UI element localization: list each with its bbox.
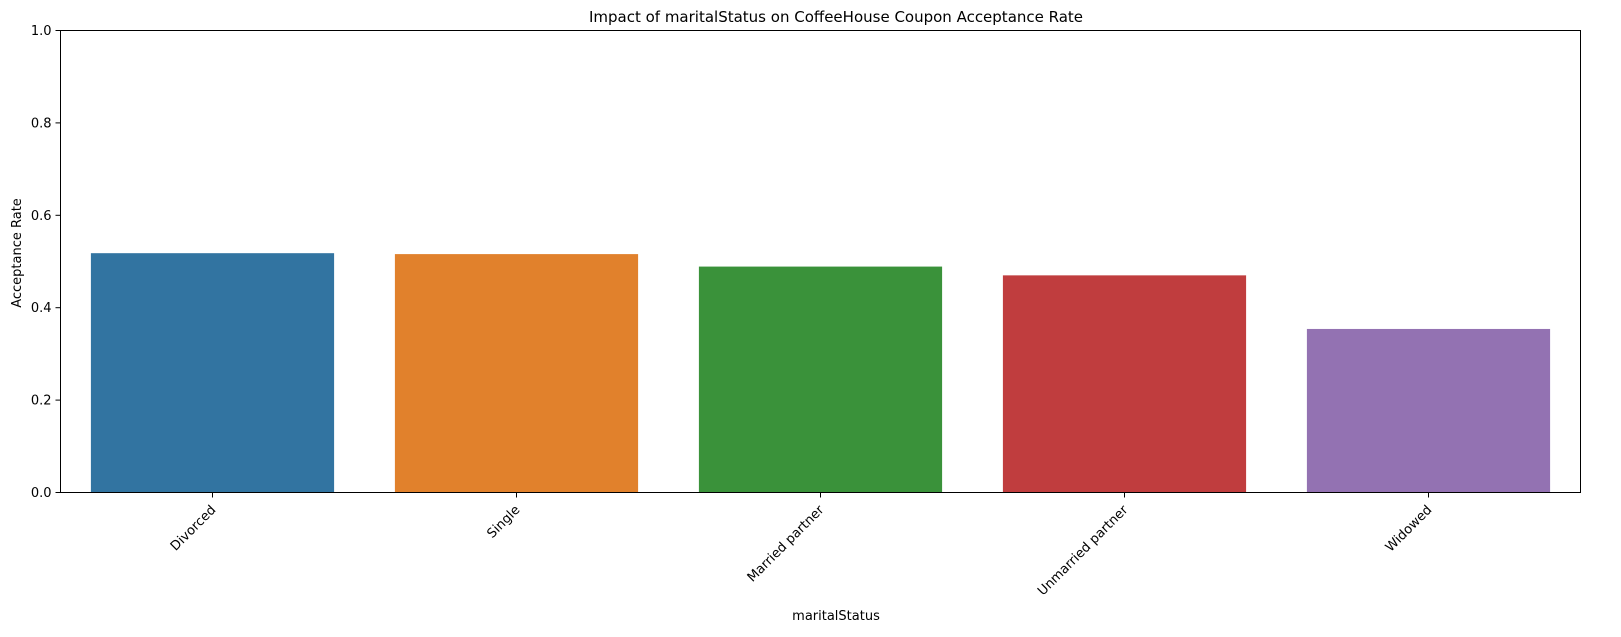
- x-axis-ticks: Divorced Single Married partner Unmarried p…: [168, 492, 1436, 599]
- x-tick-label: Unmarried partner: [1035, 502, 1132, 599]
- y-axis-label: Acceptance Rate: [10, 198, 25, 308]
- y-tick-label: 1.0: [31, 24, 52, 39]
- bar-unmarried-partner: [1002, 275, 1247, 493]
- y-tick-label: 0.0: [31, 486, 52, 501]
- bar-divorced: [90, 253, 335, 493]
- y-axis-ticks: 0.0 0.2 0.4 0.6 0.8 1.0: [31, 24, 61, 501]
- y-tick-label: 0.6: [31, 209, 52, 224]
- x-tick-label: Widowed: [1383, 503, 1436, 556]
- plot-frame: [60, 30, 1581, 493]
- bar-married-partner: [698, 266, 943, 493]
- bar-single: [394, 254, 639, 493]
- chart-title: Impact of maritalStatus on CoffeeHouse C…: [589, 8, 1083, 26]
- x-tick-label: Divorced: [168, 503, 219, 554]
- y-tick-label: 0.4: [31, 301, 52, 316]
- x-axis-label: maritalStatus: [792, 609, 880, 624]
- bar-widowed: [1306, 328, 1551, 493]
- y-tick-label: 0.8: [31, 116, 52, 131]
- y-tick-label: 0.2: [31, 394, 52, 409]
- x-tick-label: Married partner: [745, 502, 828, 585]
- x-tick-label: Single: [484, 503, 523, 542]
- bars-group: [90, 253, 1551, 493]
